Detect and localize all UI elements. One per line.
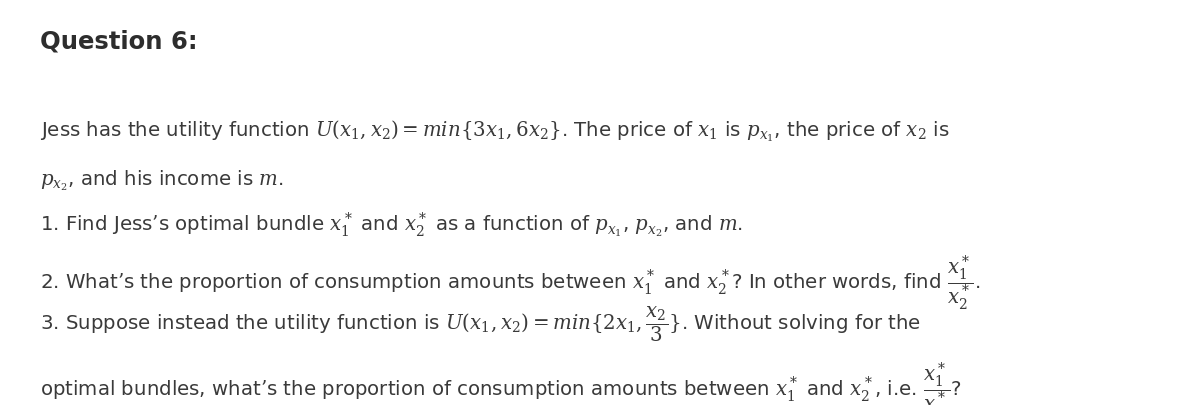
Text: 3. Suppose instead the utility function is $U(x_1, x_2) = \mathit{min}\{2x_1, \d: 3. Suppose instead the utility function … bbox=[40, 304, 920, 343]
Text: 2. What’s the proportion of consumption amounts between $x_1^*$ and $x_2^*$? In : 2. What’s the proportion of consumption … bbox=[40, 252, 980, 311]
Text: Question 6:: Question 6: bbox=[40, 30, 198, 54]
Text: Jess has the utility function $U(x_1, x_2) = \mathit{min}\{3x_1, 6x_2\}$. The pr: Jess has the utility function $U(x_1, x_… bbox=[40, 118, 949, 143]
Text: $p_{x_2}$, and his income is $m$.: $p_{x_2}$, and his income is $m$. bbox=[40, 168, 283, 192]
Text: 1. Find Jess’s optimal bundle $x_1^*$ and $x_2^*$ as a function of $p_{x_1}$, $p: 1. Find Jess’s optimal bundle $x_1^*$ an… bbox=[40, 209, 743, 238]
Text: optimal bundles, what’s the proportion of consumption amounts between $x_1^*$ an: optimal bundles, what’s the proportion o… bbox=[40, 359, 961, 405]
